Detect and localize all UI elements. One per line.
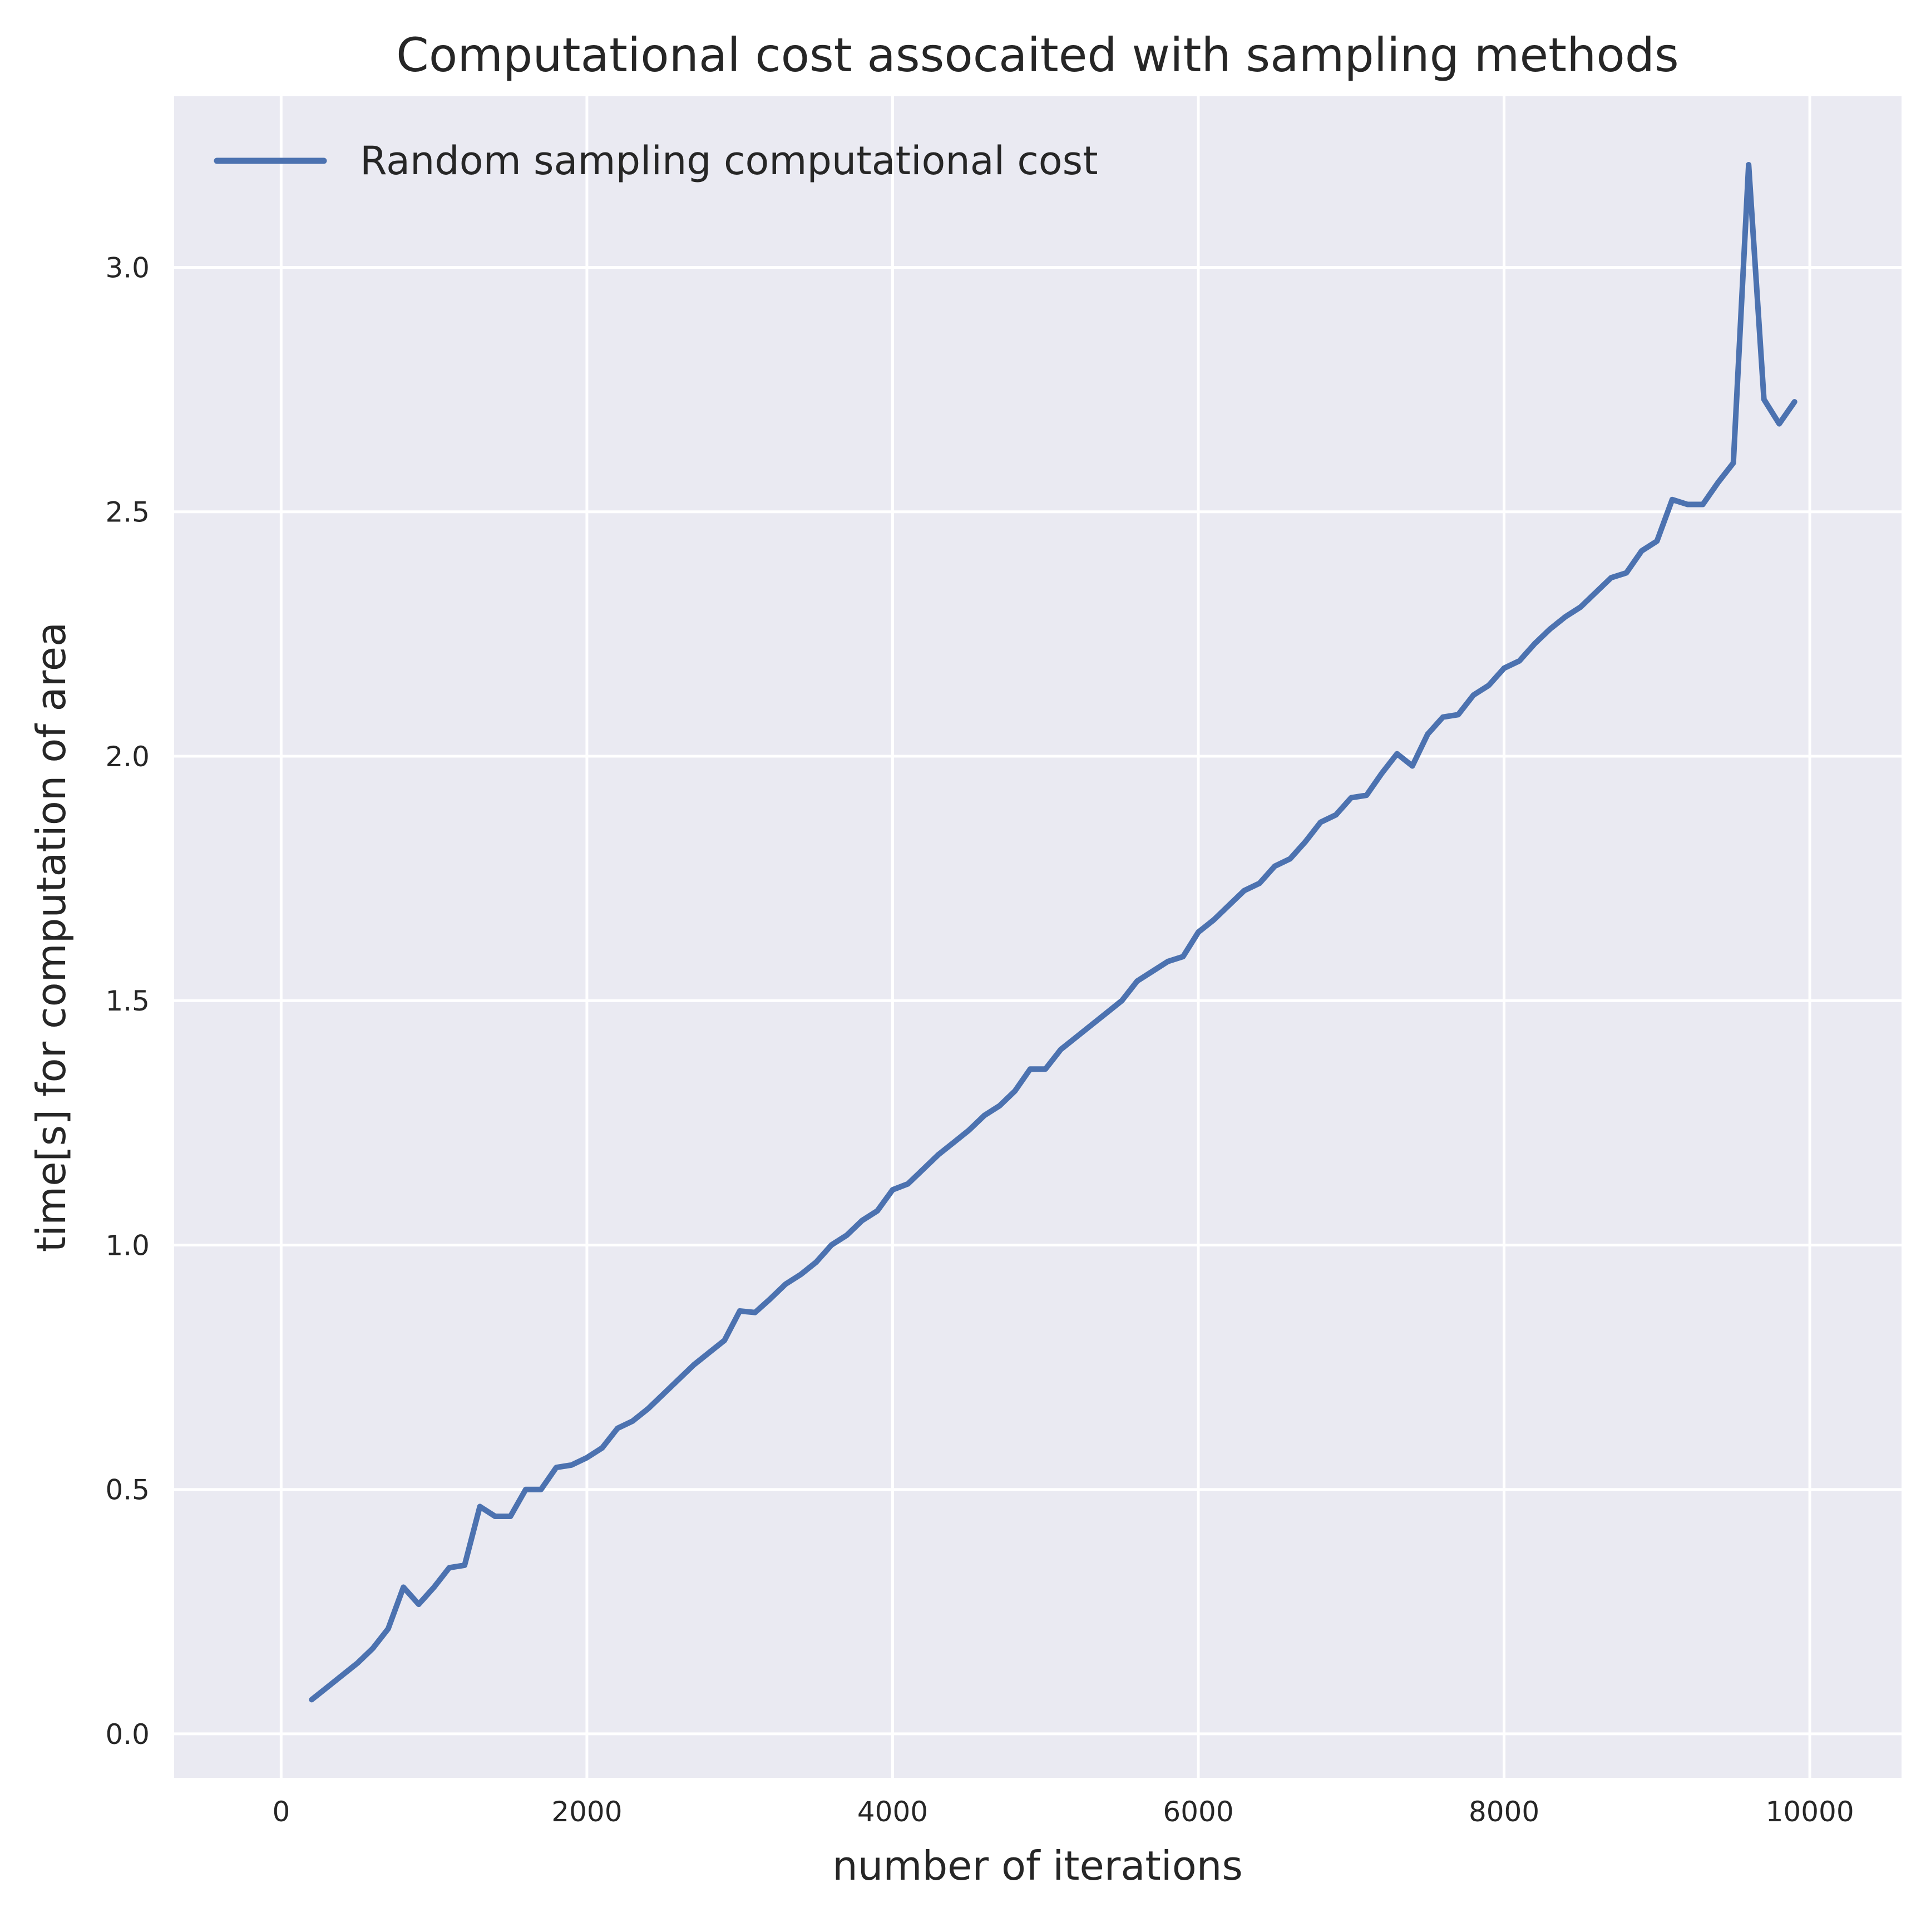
chart-title: Computational cost assocaited with sampl… (396, 28, 1679, 82)
y-axis-label: time[s] for computation of area (28, 622, 75, 1252)
plot-area (174, 96, 1902, 1778)
grid-layer (174, 96, 1902, 1778)
y-tick-label: 1.5 (105, 985, 150, 1017)
series-line-random-sampling (309, 162, 1797, 1703)
x-axis-label: number of iterations (832, 1842, 1243, 1889)
y-tick-label: 0.5 (105, 1474, 150, 1506)
y-tick-label: 2.5 (105, 496, 150, 529)
x-tick-label: 10000 (1766, 1796, 1854, 1828)
legend-label: Random sampling computational cost (360, 138, 1098, 184)
x-tick-label: 4000 (857, 1796, 928, 1828)
y-tick-label: 3.0 (105, 252, 150, 284)
x-tick-label: 2000 (551, 1796, 622, 1828)
x-tick-label: 0 (272, 1796, 290, 1828)
y-tick-label: 0.0 (105, 1718, 150, 1751)
tick-layer: 0 2000 4000 6000 8000 10000 0.0 0.5 1.0 1.5 2.0 2.5… (105, 252, 1854, 1828)
y-tick-label: 2.0 (105, 741, 150, 773)
series-layer (309, 162, 1797, 1703)
x-tick-label: 6000 (1163, 1796, 1233, 1828)
x-tick-label: 8000 (1469, 1796, 1539, 1828)
y-tick-label: 1.0 (105, 1229, 150, 1261)
legend: Random sampling computational cost (214, 138, 1098, 184)
